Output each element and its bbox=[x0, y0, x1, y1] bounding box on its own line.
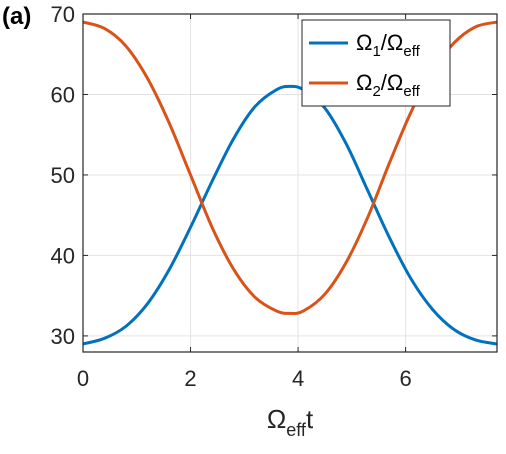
x-tick-label: 6 bbox=[399, 366, 411, 391]
x-tick-label: 0 bbox=[77, 366, 89, 391]
legend: Ω1/Ωeff Ω2/Ωeff bbox=[301, 19, 451, 107]
axis-ticks: 0 2 4 6 30 40 50 60 70 bbox=[51, 2, 497, 391]
x-tick-label: 2 bbox=[184, 366, 196, 391]
legend-entry-omega1: Ω1/Ωeff bbox=[356, 30, 421, 60]
y-tick-label: 40 bbox=[51, 243, 75, 268]
y-tick-label: 50 bbox=[51, 163, 75, 188]
series-line-omega1 bbox=[82, 84, 498, 346]
x-axis-label: Ωefft bbox=[267, 404, 314, 440]
legend-box bbox=[301, 19, 451, 107]
plot-frame bbox=[82, 13, 498, 353]
legend-entry-omega2: Ω2/Ωeff bbox=[356, 70, 421, 100]
panel-label: (a) bbox=[2, 3, 31, 30]
y-tick-label: 30 bbox=[51, 324, 75, 349]
y-tick-label: 70 bbox=[51, 2, 75, 27]
y-tick-label: 60 bbox=[51, 82, 75, 107]
x-tick-label: 4 bbox=[292, 366, 304, 391]
